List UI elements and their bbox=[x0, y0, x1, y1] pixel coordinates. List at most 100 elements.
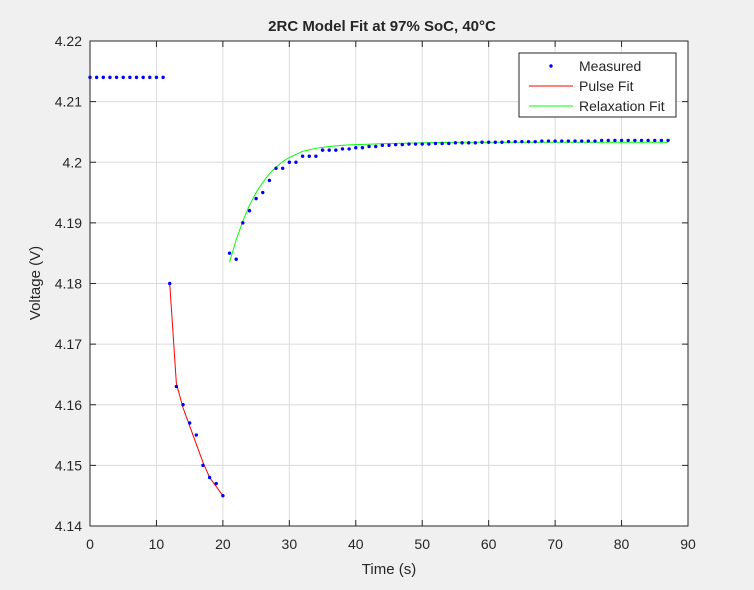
x-tick-label: 30 bbox=[282, 536, 298, 552]
measured-point bbox=[493, 140, 498, 144]
x-tick-label: 80 bbox=[614, 536, 630, 552]
measured-point bbox=[374, 144, 378, 149]
measured-point bbox=[593, 139, 597, 143]
measured-point bbox=[247, 209, 252, 213]
measured-point bbox=[633, 138, 637, 143]
series-layer bbox=[88, 75, 670, 498]
measured-point bbox=[447, 141, 451, 146]
x-tick-label: 70 bbox=[547, 536, 563, 552]
measured-point bbox=[161, 75, 165, 80]
y-tick-label: 4.19 bbox=[55, 215, 82, 231]
legend-label-pulse-fit: Pulse Fit bbox=[579, 78, 634, 94]
y-tick-label: 4.15 bbox=[55, 457, 82, 473]
legend-marker-measured bbox=[549, 64, 553, 68]
measured-point bbox=[294, 160, 298, 164]
measured-point bbox=[134, 75, 139, 80]
measured-point bbox=[560, 139, 564, 143]
x-tick-label: 40 bbox=[348, 536, 364, 552]
measured-point bbox=[101, 75, 105, 80]
measured-point bbox=[121, 75, 125, 80]
measured-point bbox=[114, 75, 119, 80]
measured-point bbox=[181, 403, 185, 407]
x-tick-label: 20 bbox=[215, 536, 231, 552]
measured-point bbox=[546, 139, 551, 143]
x-tick-label: 50 bbox=[414, 536, 430, 552]
measured-point bbox=[659, 138, 664, 143]
measured-point bbox=[420, 142, 424, 146]
measured-point bbox=[460, 141, 464, 145]
y-tick-label: 4.18 bbox=[55, 276, 82, 292]
measured-point bbox=[154, 75, 159, 80]
measured-point bbox=[187, 421, 192, 425]
measured-point bbox=[314, 154, 318, 158]
measured-point bbox=[393, 142, 398, 147]
measured-point bbox=[586, 139, 591, 143]
measured-point bbox=[128, 75, 132, 80]
measured-point bbox=[427, 142, 431, 146]
measured-point bbox=[360, 146, 365, 150]
measured-point bbox=[300, 154, 305, 158]
measured-point bbox=[367, 144, 371, 149]
measured-point bbox=[413, 142, 418, 146]
measured-point bbox=[440, 141, 444, 146]
measured-point bbox=[327, 148, 331, 152]
measured-point bbox=[254, 196, 258, 201]
measured-point bbox=[613, 138, 617, 143]
measured-point bbox=[380, 143, 385, 147]
measured-point bbox=[174, 384, 179, 389]
measured-point bbox=[500, 140, 504, 144]
measured-point bbox=[646, 138, 650, 143]
measured-point bbox=[566, 139, 571, 143]
measured-point bbox=[473, 141, 478, 145]
measured-point bbox=[526, 139, 531, 144]
measured-point bbox=[207, 475, 212, 480]
measured-point bbox=[513, 139, 517, 144]
measured-point bbox=[347, 147, 351, 151]
measured-point bbox=[280, 166, 285, 171]
measured-point bbox=[599, 138, 604, 143]
measured-point bbox=[506, 139, 511, 144]
measured-point bbox=[274, 166, 278, 171]
measured-point bbox=[400, 142, 404, 147]
legend-label-measured: Measured bbox=[579, 58, 641, 74]
measured-point bbox=[480, 140, 484, 144]
measured-point bbox=[241, 221, 245, 225]
x-tick-label: 0 bbox=[86, 536, 94, 552]
y-tick-label: 4.17 bbox=[55, 336, 82, 352]
measured-point bbox=[194, 433, 199, 437]
measured-point bbox=[261, 190, 265, 195]
measured-point bbox=[320, 148, 325, 152]
measured-point bbox=[287, 160, 292, 164]
measured-point bbox=[433, 141, 438, 146]
y-axis-label: Voltage (V) bbox=[27, 246, 44, 320]
measured-point bbox=[148, 75, 152, 80]
legend: Measured Pulse Fit Relaxation Fit bbox=[518, 52, 677, 118]
measured-point bbox=[214, 481, 218, 486]
x-tick-label: 10 bbox=[149, 536, 165, 552]
y-tick-label: 4.22 bbox=[55, 33, 82, 49]
measured-point bbox=[579, 139, 584, 143]
measured-point bbox=[227, 251, 232, 255]
measured-point bbox=[606, 138, 610, 143]
measured-point bbox=[407, 142, 411, 146]
series-line-relaxation-fit bbox=[229, 141, 669, 263]
measured-point bbox=[234, 257, 238, 261]
measured-point bbox=[653, 138, 657, 143]
legend-label-relaxation-fit: Relaxation Fit bbox=[579, 98, 665, 114]
measured-point bbox=[573, 139, 577, 143]
y-tick-label: 4.14 bbox=[55, 518, 82, 534]
series-line-pulse-fit bbox=[169, 283, 224, 496]
x-tick-label: 90 bbox=[680, 536, 696, 552]
measured-point bbox=[201, 463, 205, 468]
measured-point bbox=[221, 493, 225, 498]
measured-point bbox=[626, 138, 630, 143]
measured-point bbox=[340, 147, 345, 151]
measured-point bbox=[520, 139, 524, 144]
measured-point bbox=[94, 75, 99, 80]
measured-point bbox=[108, 75, 112, 80]
measured-point bbox=[387, 143, 391, 147]
measured-point bbox=[486, 140, 491, 144]
measured-point bbox=[619, 138, 624, 143]
measured-point bbox=[467, 141, 471, 145]
